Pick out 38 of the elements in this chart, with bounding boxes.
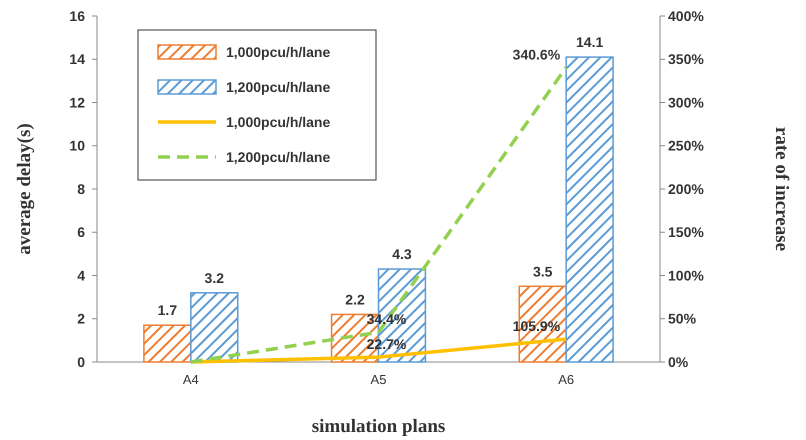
y-tick-label: 12	[69, 94, 86, 110]
y-tick-label: 6	[77, 224, 86, 240]
data-label: 14.1	[576, 34, 604, 50]
x-tick-label: A4	[182, 372, 199, 387]
x-tick-label: A6	[558, 372, 574, 387]
legend-label: 1,200pcu/h/lane	[226, 148, 330, 165]
data-label: 1.7	[158, 302, 178, 318]
y2-tick-label: 50%	[668, 310, 697, 327]
data-label: 4.3	[392, 246, 412, 262]
bar	[190, 292, 238, 363]
x-axis-title: simulation plans	[312, 416, 446, 437]
y2-tick-label: 0%	[668, 354, 689, 370]
y2-tick-label: 250%	[668, 138, 704, 154]
x-tick-label: A5	[370, 372, 386, 387]
y-tick-label: 16	[69, 8, 86, 24]
legend-label: 1,200pcu/h/lane	[226, 78, 330, 95]
y2-axis-title: rate of increase	[771, 126, 792, 252]
y2-tick-label: 100%	[668, 267, 704, 284]
y-tick-label: 0	[77, 354, 86, 370]
legend-label: 1,000pcu/h/lane	[226, 44, 330, 60]
legend-label: 1,000pcu/h/lane	[226, 114, 330, 130]
y-axis-title: average delay(s)	[14, 123, 35, 255]
y-tick-label: 8	[77, 180, 86, 197]
data-label: 3.5	[532, 263, 553, 280]
data-label: 2.2	[345, 291, 365, 308]
y-tick-label: 14	[69, 51, 86, 68]
y2-tick-label: 300%	[668, 94, 704, 110]
y-tick-label: 2	[77, 310, 86, 327]
y2-tick-label: 350%	[668, 51, 704, 68]
data-label: 3.2	[204, 270, 224, 286]
y-tick-label: 10	[69, 138, 86, 154]
data-label: 340.6%	[512, 46, 561, 62]
y-tick-label: 4	[77, 267, 86, 284]
y2-tick-label: 200%	[668, 180, 704, 197]
bar	[143, 324, 192, 363]
y2-tick-label: 400%	[668, 8, 704, 24]
y2-tick-label: 150%	[668, 224, 704, 240]
bar	[565, 56, 614, 363]
